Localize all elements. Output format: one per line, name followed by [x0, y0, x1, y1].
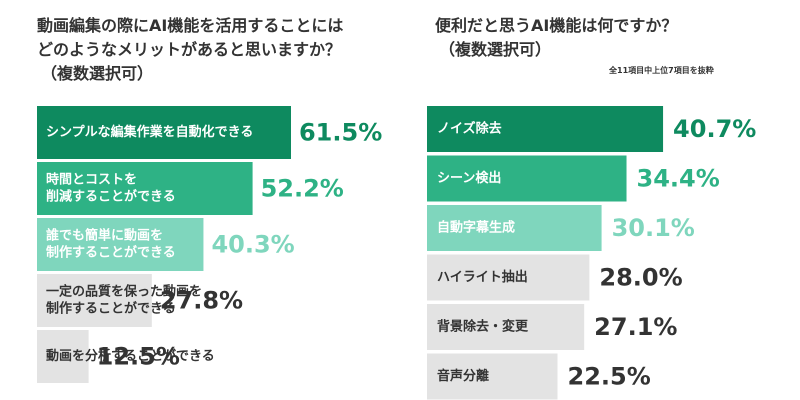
right-bar-group: ノイズ除去 40.7% [427, 106, 756, 152]
right-chart-panel: 便利だと思うAI機能は何ですか？ （複数選択可） 全11項目中上位7項目を抜粋 … [425, 0, 800, 400]
left-bar [37, 106, 291, 159]
right-category-label: ノイズ除去 [437, 121, 502, 137]
left-chart-title: 動画編集の際にAI機能を活用することには どのようなメリットがあると思いますか？… [37, 14, 343, 86]
right-bar-group: 自動字幕生成 30.1% [427, 205, 695, 251]
right-value-label: 22.5% [568, 363, 651, 391]
left-title-line-1: 動画編集の際にAI機能を活用することには [37, 16, 344, 35]
left-category-label: 誰でも簡単に動画を [46, 228, 163, 244]
left-category-label: 制作することができる [46, 245, 176, 261]
right-bar [427, 353, 558, 400]
excerpt-note: 全11項目中上位7項目を抜粋 [609, 66, 714, 75]
right-value-label: 28.0% [599, 264, 682, 292]
left-value-label: 52.2% [261, 175, 344, 203]
right-bar-group: 背景除去・変更 27.1% [427, 304, 677, 350]
right-category-label: シーン検出 [437, 170, 501, 186]
right-chart-title: 便利だと思うAI機能は何ですか？ （複数選択可） [435, 14, 677, 62]
right-chart-subtitle: （複数選択可） [439, 40, 552, 59]
right-value-label: 27.1% [594, 313, 677, 341]
right-bar-group: ハイライト抽出 28.0% [427, 254, 683, 301]
left-chart-panel: 動画編集の際にAI機能を活用することには どのようなメリットがあると思いますか？… [37, 14, 382, 383]
right-value-label: 34.4% [637, 165, 720, 193]
left-bar [37, 330, 89, 383]
right-bar [427, 304, 585, 350]
right-value-label: 30.1% [612, 214, 695, 242]
right-bar [427, 155, 627, 202]
right-title-line: 便利だと思うAI機能は何ですか？ [435, 16, 678, 35]
left-category-label: 削減することができる [46, 189, 176, 205]
right-bar [427, 106, 664, 152]
left-bar [37, 218, 204, 271]
left-value-label: 12.5% [97, 343, 180, 371]
left-value-label: 61.5% [299, 119, 382, 147]
left-bar-group: シンプルな編集作業を自動化できる 61.5% [37, 106, 382, 159]
right-bar-group: 音声分離 22.5% [427, 353, 651, 400]
left-category-label: 動画を分析することができる [46, 348, 215, 364]
left-category-label: 制作することができる [46, 301, 176, 317]
left-category-label: 一定の品質を保った動画を [46, 284, 202, 300]
left-bar [37, 162, 253, 215]
left-bar [37, 274, 152, 327]
left-chart-subtitle: （複数選択可） [41, 64, 154, 83]
right-bar [427, 254, 590, 301]
left-title-line-2: どのようなメリットがあると思いますか？ [37, 40, 342, 59]
right-category-label: ハイライト抽出 [437, 269, 528, 285]
right-category-label: 背景除去・変更 [437, 319, 529, 335]
left-category-label: 時間とコストを [46, 172, 137, 188]
left-value-label: 27.8% [160, 287, 243, 315]
right-bar-group: シーン検出 34.4% [427, 155, 720, 202]
right-bar-chart: ノイズ除去 40.7% シーン検出 34.4% 自動字幕生成 30.1% ハイライト抽出 28… [427, 106, 756, 400]
right-value-label: 40.7% [673, 115, 756, 143]
left-value-label: 40.3% [211, 231, 294, 259]
right-category-label: 自動字幕生成 [437, 220, 515, 236]
right-category-label: 音声分離 [437, 368, 489, 384]
right-bar [427, 205, 602, 251]
left-category-label: シンプルな編集作業を自動化できる [46, 124, 253, 140]
